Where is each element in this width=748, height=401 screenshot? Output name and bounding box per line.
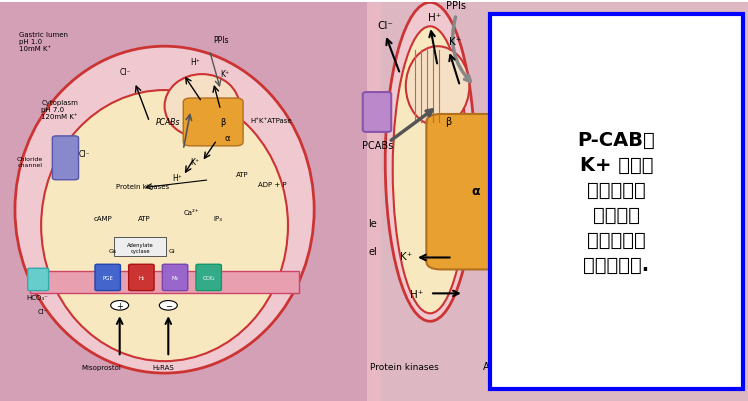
- Text: Cl⁻: Cl⁻: [378, 21, 393, 31]
- FancyBboxPatch shape: [367, 3, 748, 401]
- Text: Protein kinases: Protein kinases: [116, 183, 169, 189]
- Text: ATP: ATP: [236, 171, 248, 177]
- Text: β: β: [221, 117, 226, 127]
- FancyBboxPatch shape: [129, 265, 154, 291]
- Ellipse shape: [41, 91, 288, 361]
- FancyBboxPatch shape: [490, 15, 743, 389]
- Circle shape: [159, 301, 177, 310]
- FancyBboxPatch shape: [0, 3, 367, 401]
- Text: PGE: PGE: [102, 275, 113, 280]
- Text: PPIs: PPIs: [447, 1, 466, 11]
- Text: el: el: [368, 246, 377, 256]
- Text: PPIs: PPIs: [213, 36, 228, 45]
- FancyBboxPatch shape: [363, 93, 391, 133]
- Text: P-CAB은
K+ 이온과
경쟁적으로
결합하여
위산분비를
억제합니다.: P-CAB은 K+ 이온과 경쟁적으로 결합하여 위산분비를 억제합니다.: [577, 130, 655, 274]
- Text: le: le: [368, 218, 377, 228]
- Text: M₃: M₃: [171, 275, 179, 280]
- Text: H⁺K⁺ATPase: H⁺K⁺ATPase: [520, 140, 574, 148]
- Text: K⁺: K⁺: [400, 252, 412, 262]
- FancyBboxPatch shape: [162, 265, 188, 291]
- Text: H₂RAS: H₂RAS: [152, 364, 174, 370]
- Text: PCABs: PCABs: [362, 140, 393, 150]
- Text: ADP + P: ADP + P: [258, 181, 286, 187]
- Text: Adenylate
cyclase: Adenylate cyclase: [127, 243, 154, 253]
- FancyBboxPatch shape: [52, 137, 79, 180]
- FancyBboxPatch shape: [426, 115, 531, 270]
- Text: Cl⁻: Cl⁻: [79, 150, 90, 158]
- Text: Cl⁻: Cl⁻: [120, 68, 131, 77]
- Text: Ca²⁺: Ca²⁺: [183, 209, 199, 215]
- FancyBboxPatch shape: [30, 272, 299, 294]
- Text: Misoprostol: Misoprostol: [81, 364, 121, 370]
- Text: IP₃: IP₃: [213, 215, 222, 221]
- Text: ATP: ATP: [482, 361, 500, 371]
- Text: Gastric lumen
pH 1.0
10mM K⁺: Gastric lumen pH 1.0 10mM K⁺: [19, 32, 68, 52]
- Ellipse shape: [393, 27, 468, 314]
- Text: HCO₃⁻: HCO₃⁻: [26, 295, 48, 301]
- Text: K⁺: K⁺: [221, 70, 230, 79]
- Text: Cytoplasm
pH 7.0
120mM K⁺: Cytoplasm pH 7.0 120mM K⁺: [41, 100, 78, 119]
- Text: +: +: [116, 301, 123, 310]
- Text: Gs: Gs: [108, 248, 117, 253]
- Text: α: α: [471, 184, 480, 197]
- Text: Cl⁻: Cl⁻: [37, 308, 48, 314]
- Ellipse shape: [15, 47, 314, 373]
- Text: H⁺: H⁺: [172, 173, 182, 182]
- FancyBboxPatch shape: [114, 237, 166, 257]
- Text: Protein kinases: Protein kinases: [370, 362, 439, 371]
- Text: K⁺: K⁺: [191, 158, 200, 166]
- Text: PCABs: PCABs: [156, 117, 180, 127]
- Text: β: β: [445, 117, 451, 127]
- Ellipse shape: [405, 47, 470, 127]
- FancyBboxPatch shape: [183, 99, 243, 146]
- Text: H⁺: H⁺: [410, 290, 423, 300]
- Text: H⁺K⁺ATPase: H⁺K⁺ATPase: [251, 117, 292, 124]
- Circle shape: [111, 301, 129, 310]
- Text: cAMP: cAMP: [94, 215, 112, 221]
- Ellipse shape: [165, 75, 239, 139]
- Text: −: −: [165, 301, 172, 310]
- FancyBboxPatch shape: [196, 265, 221, 291]
- Text: Gi: Gi: [168, 248, 175, 253]
- Text: Chloride
channel: Chloride channel: [16, 157, 43, 167]
- Text: ADP + P: ADP + P: [539, 361, 579, 371]
- FancyBboxPatch shape: [367, 3, 381, 401]
- FancyBboxPatch shape: [95, 265, 120, 291]
- Ellipse shape: [385, 3, 475, 322]
- Text: H⁺: H⁺: [191, 58, 200, 67]
- Text: H⁺: H⁺: [428, 13, 441, 23]
- Text: K⁺: K⁺: [449, 37, 461, 47]
- Text: ATP: ATP: [138, 215, 151, 221]
- Text: α: α: [224, 134, 230, 142]
- Text: CCK₂: CCK₂: [203, 275, 215, 280]
- Text: H₂: H₂: [138, 275, 144, 280]
- FancyBboxPatch shape: [28, 269, 49, 291]
